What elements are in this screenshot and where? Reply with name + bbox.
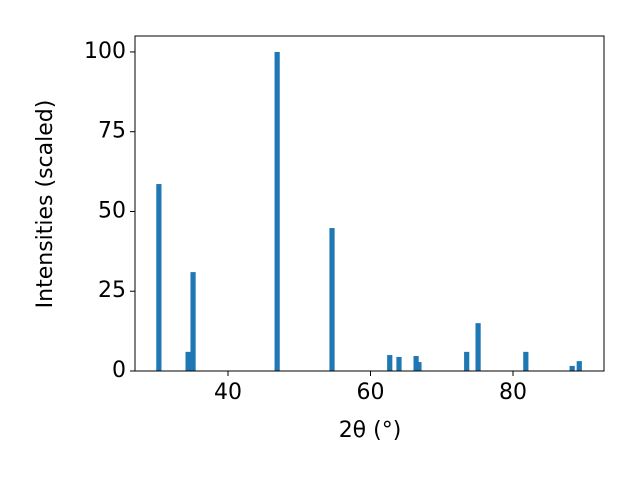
- plot-frame: [134, 35, 605, 372]
- x-tick-label: 80: [499, 380, 527, 405]
- bar: [475, 323, 481, 371]
- bar: [185, 351, 191, 371]
- bar: [396, 356, 402, 371]
- bar: [329, 228, 335, 371]
- bar: [274, 51, 280, 371]
- bar: [156, 184, 162, 371]
- bar: [576, 361, 582, 371]
- y-tick-label: 100: [84, 39, 126, 64]
- y-tick-label: 50: [98, 198, 126, 223]
- bar: [523, 351, 529, 371]
- bar: [190, 272, 196, 371]
- bar: [413, 356, 419, 371]
- bar: [569, 365, 575, 371]
- bar: [387, 355, 393, 371]
- bar: [464, 351, 470, 371]
- x-tick-label: 60: [356, 380, 384, 405]
- y-tick-label: 0: [112, 358, 126, 383]
- y-tick-label: 25: [98, 278, 126, 303]
- y-axis-label: Intensities (scaled): [33, 100, 58, 309]
- x-axis-label: 2θ (°): [339, 418, 402, 443]
- y-tick-label: 75: [98, 119, 126, 144]
- bar: [416, 362, 422, 371]
- x-tick-label: 40: [214, 380, 242, 405]
